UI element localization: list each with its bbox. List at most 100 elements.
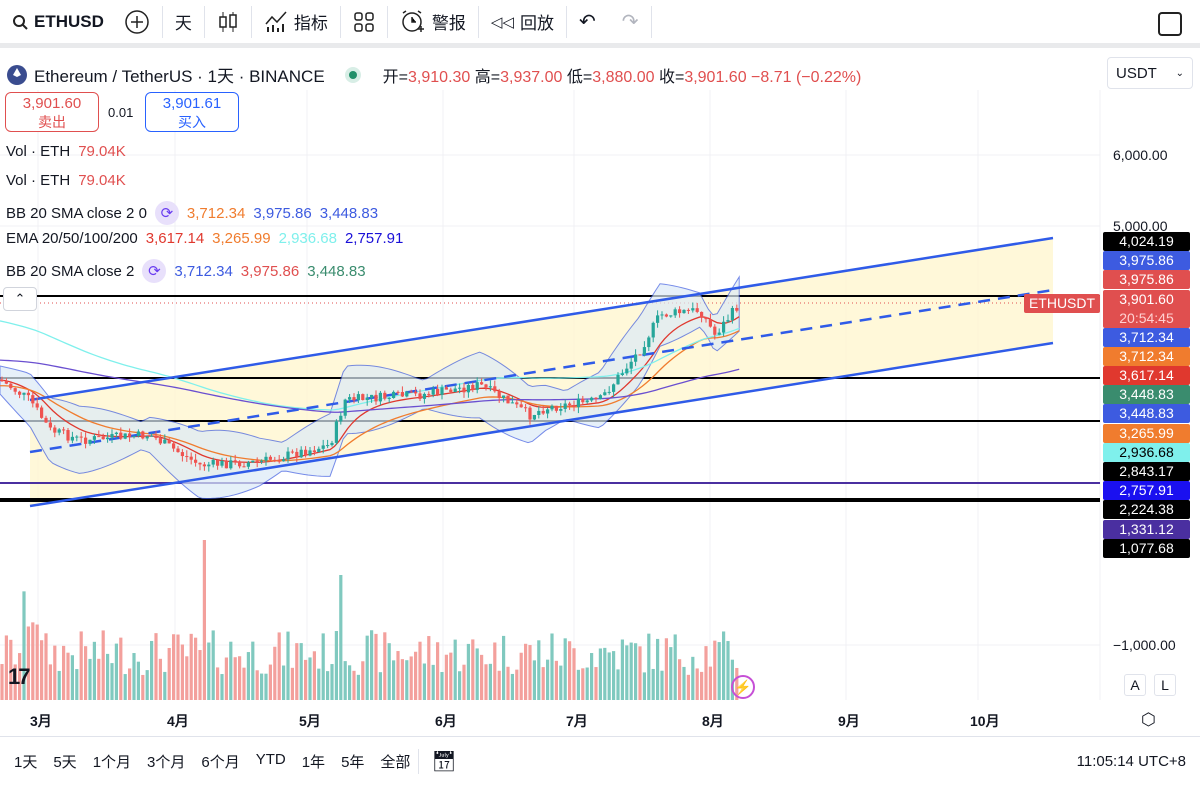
- candle-body: [717, 332, 721, 335]
- symbol-search[interactable]: ETHUSD: [0, 5, 163, 38]
- collapse-legend-button[interactable]: ⌃: [3, 287, 37, 311]
- clock[interactable]: 11:05:14 UTC+8: [1076, 753, 1186, 770]
- volume-bar: [40, 640, 44, 700]
- volume-bar: [185, 656, 189, 700]
- candle-body: [436, 388, 440, 395]
- indicator-legend-row[interactable]: BB 20 SMA close 2 0 ⟳ 3,712.34 3,975.86 3,44…: [6, 201, 378, 225]
- refresh-icon[interactable]: ⟳: [142, 259, 167, 283]
- grid-icon: [354, 11, 374, 32]
- chart-settings-icon[interactable]: ⬡: [1141, 710, 1156, 729]
- indicators-button[interactable]: 指标: [252, 5, 341, 38]
- lightning-icon[interactable]: ⚡: [731, 675, 755, 699]
- price-tag: 3,448.83: [1103, 404, 1190, 424]
- redo-icon[interactable]: ↷: [621, 11, 639, 33]
- indicator-legend-row[interactable]: EMA 20/50/100/200 3,617.14 3,265.99 2,936.6…: [6, 230, 403, 247]
- candle-body: [603, 392, 607, 396]
- alert-button[interactable]: 警报: [388, 5, 479, 38]
- volume-bar: [642, 672, 646, 700]
- replay-button[interactable]: ◁◁ 回放: [479, 5, 567, 38]
- volume-bar: [664, 638, 668, 700]
- range-button[interactable]: 全部: [380, 754, 411, 771]
- candle-body: [691, 308, 695, 311]
- candle-body: [211, 459, 215, 465]
- candle-body: [642, 347, 646, 355]
- add-symbol-icon[interactable]: [124, 9, 150, 35]
- range-button[interactable]: 1年: [301, 754, 326, 771]
- volume-bar: [620, 639, 624, 700]
- range-button[interactable]: 5年: [341, 754, 365, 771]
- volume-bar: [656, 638, 660, 700]
- candle-body: [114, 432, 118, 434]
- volume-bar: [251, 641, 255, 700]
- candle-body: [198, 462, 202, 465]
- volume-bar: [312, 651, 316, 700]
- volume-bar: [660, 670, 664, 700]
- candle-body: [26, 392, 30, 396]
- price-chart[interactable]: [0, 0, 1200, 736]
- volume-bar: [700, 671, 704, 700]
- range-button[interactable]: 1天: [14, 754, 38, 771]
- volume-bar: [378, 672, 382, 700]
- volume-bar: [436, 642, 440, 700]
- chart-type-button[interactable]: [205, 5, 252, 38]
- candle-body: [726, 320, 730, 322]
- range-button[interactable]: 3个月: [147, 754, 186, 771]
- candle-body: [334, 421, 338, 443]
- currency-select[interactable]: USDT ⌄: [1107, 57, 1193, 89]
- auto-scale-button[interactable]: A: [1124, 674, 1146, 696]
- goto-date-icon[interactable]: 📅︎: [418, 749, 468, 774]
- interval-button[interactable]: 天: [163, 5, 205, 38]
- channel-fill: [30, 238, 1053, 506]
- candle-body: [229, 460, 233, 469]
- indicator-legend-row[interactable]: Vol · ETH 79.04K: [6, 172, 126, 189]
- candle-body: [607, 391, 611, 393]
- indicator-value: 2,757.91: [344, 230, 404, 247]
- buy-button[interactable]: 3,901.61 买入: [145, 92, 239, 132]
- range-button[interactable]: 6个月: [201, 754, 240, 771]
- volume-bar: [475, 648, 479, 700]
- candle-body: [625, 368, 629, 374]
- candle-body: [475, 382, 479, 390]
- candle-body: [422, 393, 426, 399]
- candle-body: [216, 459, 220, 466]
- refresh-icon[interactable]: ⟳: [154, 201, 179, 225]
- indicator-legend-row[interactable]: BB 20 SMA close 2 ⟳ 3,712.34 3,975.86 3,448.…: [6, 259, 366, 283]
- candle-body: [418, 393, 422, 399]
- time-axis-label: 3月: [30, 713, 52, 729]
- volume-bar: [682, 666, 686, 700]
- layouts-button[interactable]: [341, 5, 388, 38]
- sell-button[interactable]: 3,901.60 卖出: [5, 92, 99, 132]
- volume-bar: [286, 631, 290, 700]
- indicator-value: 3,448.83: [307, 262, 366, 280]
- indicator-name: Vol · ETH: [6, 172, 71, 189]
- range-button[interactable]: 5天: [53, 754, 77, 771]
- volume-bar: [62, 645, 66, 700]
- time-axis-label: 8月: [702, 713, 724, 729]
- volume-bar: [18, 653, 22, 700]
- volume-bar: [568, 641, 572, 700]
- candle-body: [246, 462, 250, 467]
- undo-icon[interactable]: ↶: [578, 11, 596, 33]
- price-tag: 4,024.19: [1103, 232, 1190, 251]
- indicator-value: 3,712.34: [174, 262, 233, 280]
- volume-bar: [352, 670, 356, 700]
- volume-bar: [53, 645, 57, 700]
- range-button[interactable]: YTD: [255, 751, 286, 768]
- fullscreen-icon[interactable]: [1158, 12, 1182, 36]
- log-scale-button[interactable]: L: [1154, 674, 1176, 696]
- candle-body: [392, 391, 396, 399]
- volume-bar: [260, 673, 264, 700]
- candle-body: [224, 460, 228, 469]
- range-button[interactable]: 1个月: [92, 754, 132, 771]
- candle-body: [185, 456, 189, 458]
- volume-bar: [422, 663, 426, 700]
- indicator-legend-row[interactable]: Vol · ETH 79.04K: [6, 143, 126, 160]
- volume-bar: [207, 642, 211, 700]
- candle-body: [172, 443, 176, 449]
- candle-body: [141, 431, 145, 439]
- candle-body: [88, 439, 92, 444]
- candle-body: [62, 429, 66, 431]
- candle-body: [550, 405, 554, 410]
- volume-bar: [158, 658, 162, 700]
- volume-bar: [343, 661, 347, 700]
